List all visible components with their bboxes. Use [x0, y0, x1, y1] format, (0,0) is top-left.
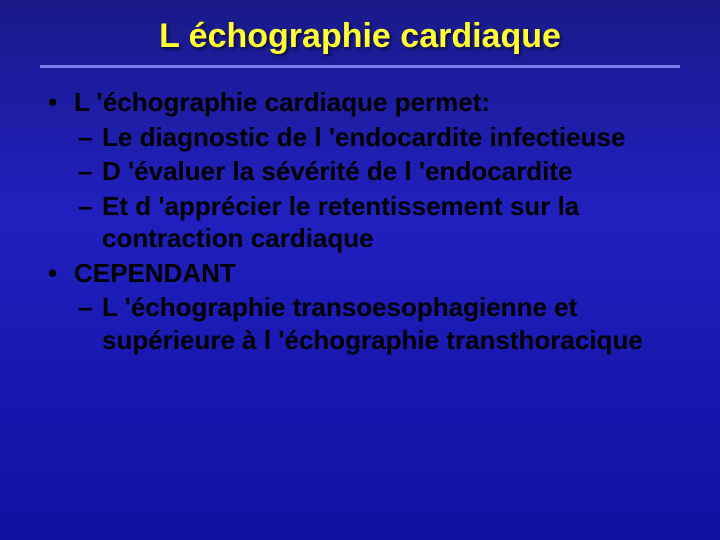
sub-bullet-text: L 'échographie transoesophagienne et sup…: [102, 292, 643, 355]
sub-bullet-item: L 'échographie transoesophagienne et sup…: [74, 291, 680, 356]
bullet-text: L 'échographie cardiaque permet:: [74, 87, 490, 117]
sub-bullet-list: L 'échographie transoesophagienne et sup…: [74, 291, 680, 356]
slide-body: L 'échographie cardiaque permet: Le diag…: [40, 86, 680, 356]
slide-title: L échographie cardiaque: [40, 18, 680, 55]
bullet-text: CEPENDANT: [74, 258, 236, 288]
sub-bullet-item: Et d 'apprécier le retentissement sur la…: [74, 190, 680, 255]
sub-bullet-item: Le diagnostic de l 'endocardite infectie…: [74, 121, 680, 154]
bullet-item: CEPENDANT L 'échographie transoesophagie…: [46, 257, 680, 357]
slide: L échographie cardiaque L 'échographie c…: [0, 0, 720, 540]
sub-bullet-item: D 'évaluer la sévérité de l 'endocardite: [74, 155, 680, 188]
bullet-item: L 'échographie cardiaque permet: Le diag…: [46, 86, 680, 255]
sub-bullet-text: Et d 'apprécier le retentissement sur la…: [102, 191, 579, 254]
sub-bullet-text: D 'évaluer la sévérité de l 'endocardite: [102, 156, 572, 186]
slide-title-text: L échographie cardiaque: [159, 17, 561, 55]
sub-bullet-list: Le diagnostic de l 'endocardite infectie…: [74, 121, 680, 255]
bullet-list: L 'échographie cardiaque permet: Le diag…: [46, 86, 680, 356]
sub-bullet-text: Le diagnostic de l 'endocardite infectie…: [102, 122, 625, 152]
title-divider: [40, 65, 680, 68]
